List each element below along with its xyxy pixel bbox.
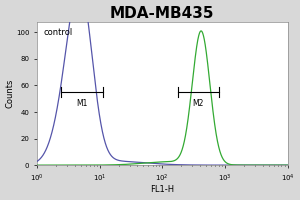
Text: M1: M1 <box>76 99 88 108</box>
X-axis label: FL1-H: FL1-H <box>150 185 174 194</box>
Title: MDA-MB435: MDA-MB435 <box>110 6 214 21</box>
Y-axis label: Counts: Counts <box>6 79 15 108</box>
Text: M2: M2 <box>193 99 204 108</box>
Text: control: control <box>43 28 73 37</box>
